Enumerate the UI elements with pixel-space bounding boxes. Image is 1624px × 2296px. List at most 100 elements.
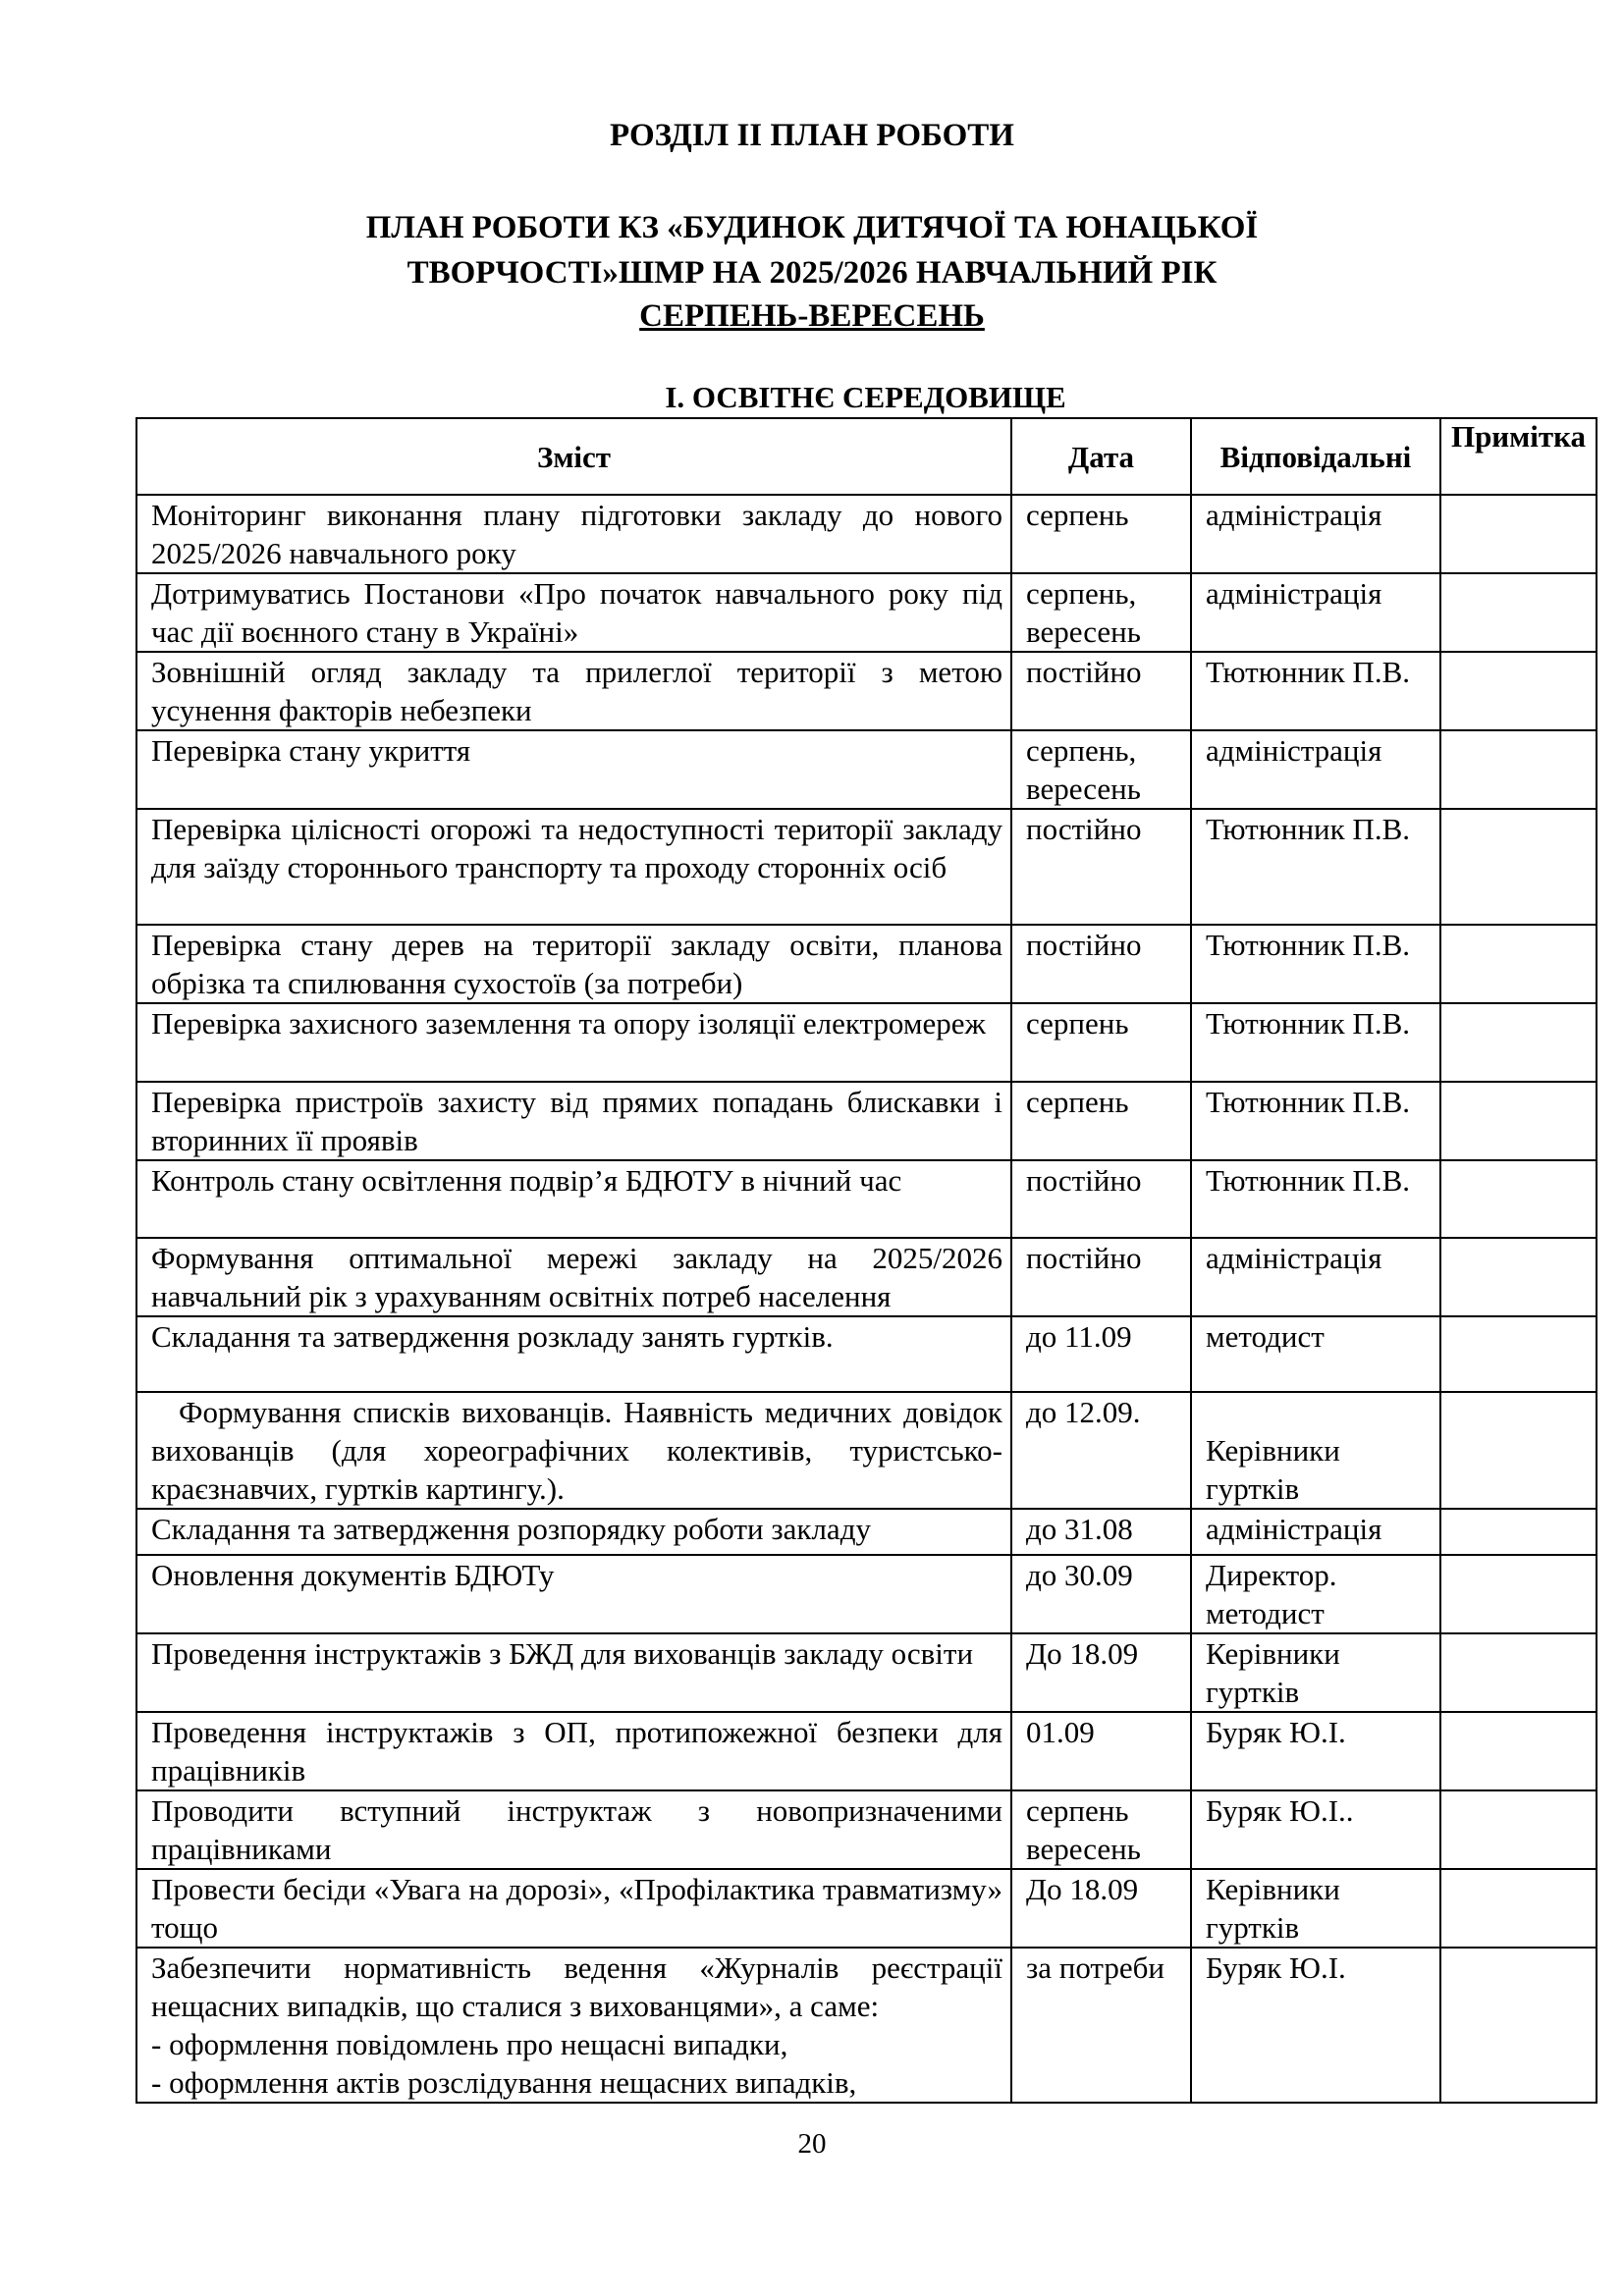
subsection-title: І. ОСВІТНЄ СЕРЕДОВИЩЕ [665, 380, 1066, 414]
row-date: до 30.09 [1010, 1554, 1192, 1634]
row-responsible: адміністрація [1190, 494, 1441, 574]
table-row: Формування оптимальної мережі закладу на… [135, 1237, 1597, 1317]
row-responsible: адміністрація [1190, 729, 1441, 810]
row-note [1439, 1711, 1597, 1791]
row-responsible: Тютюнник П.В. [1190, 808, 1441, 926]
row-date: до 12.09. [1010, 1391, 1192, 1510]
row-responsible: Керівники гуртків [1190, 1391, 1441, 1510]
table-row: Зовнішній огляд закладу та прилеглої тер… [135, 651, 1597, 731]
row-content: Оновлення документів БДЮТу [135, 1554, 1012, 1634]
table-header-row: Зміст Дата Відповідальні Примітка [135, 417, 1597, 496]
table-row: Складання та затвердження розпорядку роб… [135, 1508, 1597, 1556]
row-date: постійно [1010, 651, 1192, 731]
row-note [1439, 1391, 1597, 1510]
header-date: Дата [1010, 417, 1192, 496]
row-responsible: Тютюнник П.В. [1190, 924, 1441, 1004]
row-date: до 11.09 [1010, 1315, 1192, 1393]
row-responsible: адміністрація [1190, 572, 1441, 653]
row-note [1439, 1237, 1597, 1317]
row-responsible: Буряк Ю.І.. [1190, 1789, 1441, 1870]
row-note [1439, 1315, 1597, 1393]
row-date: серпень [1010, 494, 1192, 574]
table-row: Контроль стану освітлення подвір’я БДЮТУ… [135, 1159, 1597, 1239]
row-date: До 18.09 [1010, 1868, 1192, 1949]
table-row: Перевірка цілісності огорожі та недоступ… [135, 808, 1597, 926]
row-note [1439, 572, 1597, 653]
row-content: Проведення інструктажів з БЖД для вихова… [135, 1632, 1012, 1713]
row-note [1439, 1868, 1597, 1949]
table-row: Складання та затвердження розкладу занят… [135, 1315, 1597, 1393]
row-responsible: адміністрація [1190, 1508, 1441, 1556]
plan-title-line2: ТВОРЧОСТІ»ШМР НА 2025/2026 НАВЧАЛЬНИЙ РІ… [406, 255, 1218, 291]
row-date: постійно [1010, 1159, 1192, 1239]
row-note [1439, 1789, 1597, 1870]
row-date: серпень [1010, 1002, 1192, 1083]
row-content: Зовнішній огляд закладу та прилеглої тер… [135, 651, 1012, 731]
row-content: Провести бесіди «Увага на дорозі», «Проф… [135, 1868, 1012, 1949]
row-content: Перевірка цілісності огорожі та недоступ… [135, 808, 1012, 926]
row-content: Контроль стану освітлення подвір’я БДЮТУ… [135, 1159, 1012, 1239]
table-row: Моніторинг виконання плану підготовки за… [135, 494, 1597, 574]
row-content: Забезпечити нормативність ведення «Журна… [135, 1947, 1012, 2104]
row-content: Проведення інструктажів з ОП, протипожеж… [135, 1711, 1012, 1791]
table-row: Проводити вступний інструктаж з новоприз… [135, 1789, 1597, 1870]
row-date: 01.09 [1010, 1711, 1192, 1791]
row-responsible: Тютюнник П.В. [1190, 1002, 1441, 1083]
row-date: серпень, вересень [1010, 572, 1192, 653]
header-responsible: Відповідальні [1190, 417, 1441, 496]
row-responsible: Тютюнник П.В. [1190, 1081, 1441, 1161]
row-date: серпень, вересень [1010, 729, 1192, 810]
row-content: Перевірка стану дерев на території закла… [135, 924, 1012, 1004]
row-note [1439, 1159, 1597, 1239]
row-responsible: Буряк Ю.І. [1190, 1947, 1441, 2104]
table-row: Проведення інструктажів з ОП, протипожеж… [135, 1711, 1597, 1791]
table-row: Оновлення документів БДЮТу до 30.09 Директ… [135, 1554, 1597, 1634]
header-note: Примітка [1439, 417, 1597, 496]
row-note [1439, 1081, 1597, 1161]
row-date: до 31.08 [1010, 1508, 1192, 1556]
table-row: Дотримуватись Постанови «Про початок нав… [135, 572, 1597, 653]
row-date: постійно [1010, 1237, 1192, 1317]
row-note [1439, 808, 1597, 926]
row-content: Проводити вступний інструктаж з новоприз… [135, 1789, 1012, 1870]
row-responsible: Керівники гуртків [1190, 1632, 1441, 1713]
row-note [1439, 1554, 1597, 1634]
row-responsible: адміністрація [1190, 1237, 1441, 1317]
row-note [1439, 1947, 1597, 2104]
table-row: Формування списків вихованців. Наявність… [135, 1391, 1597, 1510]
table-row: Перевірка стану укриття серпень, вересень… [135, 729, 1597, 810]
row-content: Формування оптимальної мережі закладу на… [135, 1237, 1012, 1317]
row-responsible: Тютюнник П.В. [1190, 1159, 1441, 1239]
row-content: Перевірка пристроїв захисту від прямих п… [135, 1081, 1012, 1161]
section-title: РОЗДІЛ ІІ ПЛАН РОБОТИ [610, 118, 1014, 153]
table-row: Забезпечити нормативність ведення «Журна… [135, 1947, 1597, 2104]
row-note [1439, 729, 1597, 810]
row-date: До 18.09 [1010, 1632, 1192, 1713]
row-date: постійно [1010, 808, 1192, 926]
row-responsible: Директор. методист [1190, 1554, 1441, 1634]
table-row: Перевірка стану дерев на території закла… [135, 924, 1597, 1004]
row-date: постійно [1010, 924, 1192, 1004]
table-row: Перевірка захисного заземлення та опору … [135, 1002, 1597, 1083]
row-date: серпень [1010, 1081, 1192, 1161]
header-content: Зміст [135, 417, 1012, 496]
row-content: Формування списків вихованців. Наявність… [135, 1391, 1012, 1510]
row-responsible: Керівники гуртків [1190, 1868, 1441, 1949]
row-content: Моніторинг виконання плану підготовки за… [135, 494, 1012, 574]
row-note [1439, 924, 1597, 1004]
plan-title-line1: ПЛАН РОБОТИ КЗ «БУДИНОК ДИТЯЧОЇ ТА ЮНАЦЬ… [365, 210, 1259, 245]
row-responsible: методист [1190, 1315, 1441, 1393]
period-title: СЕРПЕНЬ-ВЕРЕСЕНЬ [639, 298, 985, 334]
row-content: Перевірка стану укриття [135, 729, 1012, 810]
row-note [1439, 1632, 1597, 1713]
row-date: серпень вересень [1010, 1789, 1192, 1870]
table-row: Проведення інструктажів з БЖД для вихова… [135, 1632, 1597, 1713]
row-content: Складання та затвердження розпорядку роб… [135, 1508, 1012, 1556]
row-note [1439, 1508, 1597, 1556]
row-note [1439, 651, 1597, 731]
row-note [1439, 494, 1597, 574]
row-content: Складання та затвердження розкладу занят… [135, 1315, 1012, 1393]
table-row: Провести бесіди «Увага на дорозі», «Проф… [135, 1868, 1597, 1949]
page-number: 20 [797, 2128, 827, 2160]
row-note [1439, 1002, 1597, 1083]
